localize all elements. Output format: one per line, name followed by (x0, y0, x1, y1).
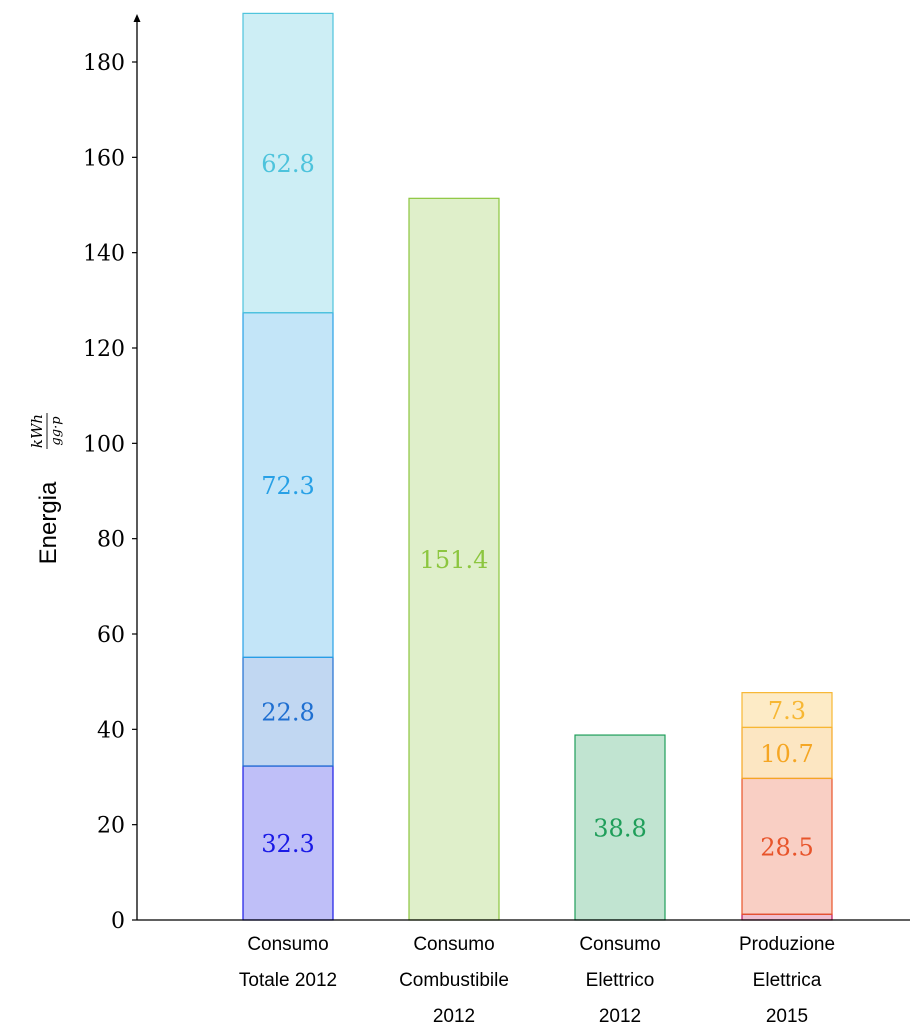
y-axis-unit-numerator: kWh (28, 414, 46, 448)
category-label: Totale 2012 (239, 970, 337, 991)
data-label: 38.8 (593, 815, 646, 843)
bar-segment (242, 656, 334, 767)
y-tick-label: 60 (97, 623, 125, 648)
category-label: Elettrico (586, 970, 655, 991)
y-tick-label: 140 (83, 242, 125, 267)
category-label: Consumo (579, 934, 660, 955)
bar-segment (242, 765, 334, 921)
bar-segment (574, 734, 666, 921)
y-tick-label: 180 (83, 51, 125, 76)
y-tick-label: 120 (83, 337, 125, 362)
category-labels: Consumo Totale 2012 Consumo Combustibile 201… (239, 934, 835, 1027)
category-label: 2015 (766, 1006, 808, 1027)
bar-segment (741, 726, 833, 780)
y-tick-label: 160 (83, 146, 125, 171)
y-axis-arrow (133, 14, 141, 22)
y-tick-label: 0 (111, 909, 125, 934)
y-tick-label: 100 (83, 432, 125, 457)
bar-segment (408, 197, 500, 921)
category-label: Consumo (247, 934, 328, 955)
y-axis-label-text: Energia (35, 481, 62, 564)
y-tick-label: 40 (97, 718, 125, 743)
category-label: Elettrica (753, 970, 822, 991)
bar-segment (741, 777, 833, 915)
category-label: 2012 (599, 1006, 641, 1027)
y-ticks: 0 20 40 60 80 100 120 140 160 180 (83, 51, 137, 934)
bars-layer: 32.3 22.8 72.3 62.8 151.4 38.8 28.5 10.7 7.3 (242, 12, 833, 921)
y-axis-unit-denominator: gg·p (49, 416, 64, 446)
data-label: 28.5 (760, 833, 813, 861)
data-label: 7.3 (768, 697, 806, 725)
category-label: 2012 (433, 1006, 475, 1027)
y-tick-label: 80 (97, 528, 125, 553)
bar-segment (242, 12, 334, 314)
y-axis-label: Energia kWh gg·p (28, 413, 64, 564)
category-label: Consumo (413, 934, 494, 955)
bar-segment (741, 692, 833, 729)
data-label: 32.3 (261, 830, 314, 858)
category-label: Produzione (739, 934, 835, 955)
data-label: 62.8 (261, 150, 314, 178)
y-tick-label: 20 (97, 814, 125, 839)
data-label: 151.4 (420, 546, 489, 574)
bar-segment (741, 913, 833, 921)
data-label: 22.8 (261, 699, 314, 727)
data-label: 10.7 (760, 740, 813, 768)
category-label: Combustibile (399, 970, 509, 991)
data-label: 72.3 (261, 472, 314, 500)
